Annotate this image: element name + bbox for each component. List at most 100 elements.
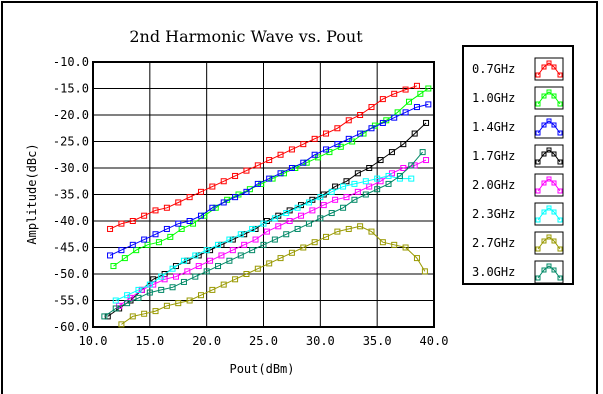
data-point [158,273,165,280]
legend-swatch-marker [535,101,541,107]
data-point [266,157,273,164]
legend-swatch [534,144,564,168]
data-point [192,273,199,280]
data-point [241,241,248,248]
data-point [379,96,386,103]
data-point [311,135,318,142]
data-point [423,157,430,164]
data-point [237,252,244,259]
data-point [260,241,267,248]
data-point [354,188,361,195]
data-point [249,225,256,232]
data-point [379,119,386,126]
data-point [155,239,162,246]
legend-swatch-marker [546,205,552,211]
data-point [141,236,148,243]
legend-swatch-line [537,120,561,134]
series-0.7GHz [107,82,420,232]
series-2.0GHz [116,157,430,309]
data-point [129,313,136,320]
data-point [243,188,250,195]
data-point [408,162,415,169]
data-point [377,157,384,164]
legend-swatch-marker [546,60,552,66]
legend-swatch-marker [557,246,563,252]
data-point [118,321,125,328]
data-point [121,255,128,262]
data-point [311,151,318,158]
legend-swatch-marker [557,188,563,194]
legend-swatch [534,57,564,81]
series-line [115,175,412,301]
data-point [402,86,409,93]
legend-swatch-marker [541,180,547,186]
legend-label: 1.0GHz [472,91,515,105]
x-tick-label: 15.0 [135,334,164,348]
data-point [135,286,142,293]
data-point [340,204,347,211]
data-point [167,233,174,240]
legend-swatch-marker [551,93,557,99]
data-point [294,204,301,211]
data-point [391,90,398,97]
data-point [368,104,375,111]
legend-swatch-marker [546,176,552,182]
series-2.7GHz [118,223,428,328]
series-1.7GHz [104,119,430,320]
chart-title: 2nd Harmonic Wave vs. Pout [129,27,363,46]
data-point [275,223,282,230]
data-point [172,273,179,280]
data-point [169,284,176,291]
legend-swatch-marker [557,130,563,136]
data-point [300,159,307,166]
data-point [249,247,256,254]
legend-swatch-marker [546,234,552,240]
x-tick-label: 40.0 [420,334,449,348]
data-point [277,151,284,158]
data-point [118,220,125,227]
data-point [323,233,330,240]
legend-swatch-marker [541,209,547,215]
legend-label: 0.7GHz [472,62,515,76]
data-point [266,260,273,267]
legend-swatch-marker [551,122,557,128]
data-point [334,141,341,148]
data-point [232,194,239,201]
x-tick-label: 30.0 [306,334,335,348]
y-axis-ticks: -10.0 -15.0 -20.0 -25.0 -30.0 -35.0 -40.0 -45.0… [53,55,89,334]
data-point [107,252,114,259]
x-tick-label: 25.0 [249,334,278,348]
data-point [283,210,290,217]
data-point [180,257,187,264]
data-point [385,172,392,179]
data-point [175,199,182,206]
data-point [357,130,364,137]
data-point [152,308,159,315]
y-tick-label: -25.0 [53,135,89,149]
data-point [277,255,284,262]
data-point [411,130,418,137]
data-point [129,218,136,224]
data-point [133,247,140,254]
legend-swatch-line [537,149,561,163]
data-point [186,194,193,201]
data-point [374,175,381,182]
y-tick-label: -55.0 [53,294,89,308]
data-point [152,231,159,238]
data-point [332,196,339,203]
legend-swatch-line [537,62,561,76]
legend-swatch [534,202,564,226]
data-point [323,130,330,137]
data-point [129,241,136,248]
data-point [220,281,227,288]
data-point [334,228,341,235]
legend-swatch [534,86,564,110]
data-point [391,114,398,121]
data-point [146,281,153,288]
data-point [385,180,392,187]
legend-swatch-marker [557,101,563,107]
legend-swatch-marker [546,147,552,153]
legend-swatch-marker [535,217,541,223]
y-tick-label: -40.0 [53,214,89,228]
data-point [294,225,301,232]
